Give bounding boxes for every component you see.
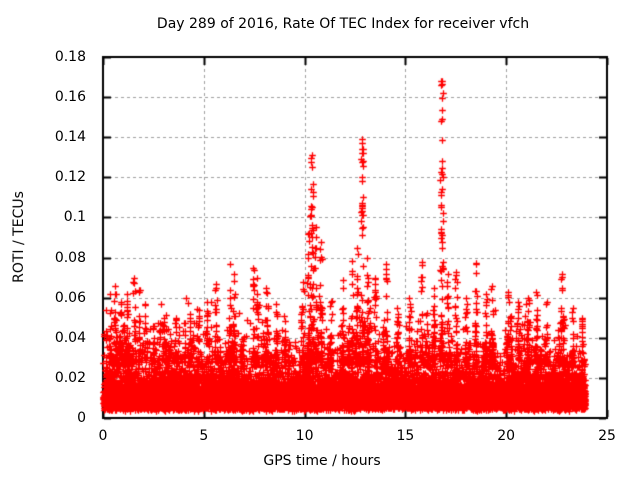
y-tick-label: 0.1	[63, 209, 86, 226]
y-tick-label: 0.12	[54, 169, 86, 186]
y-axis-label: ROTI / TECUs	[11, 191, 27, 283]
y-tick-label: 0.02	[54, 369, 86, 386]
y-tick-label: 0.04	[54, 329, 86, 346]
chart-title: Day 289 of 2016, Rate Of TEC Index for r…	[156, 16, 530, 32]
y-tick-label: 0	[77, 410, 86, 426]
x-tick-label: 15	[396, 428, 415, 444]
x-tick-label: 5	[199, 428, 209, 444]
x-tick-label: 25	[598, 428, 616, 444]
y-tick-label: 0.18	[54, 49, 86, 65]
x-axis-label: GPS time / hours	[263, 453, 381, 469]
y-tick-label: 0.06	[54, 289, 86, 306]
x-tick-label: 10	[295, 428, 314, 444]
x-tick-label: 0	[98, 428, 108, 444]
y-tick-label: 0.08	[54, 249, 86, 266]
x-tick-label: 20	[497, 428, 516, 444]
y-tick-label: 0.16	[54, 89, 86, 106]
y-tick-label: 0.14	[54, 129, 86, 146]
